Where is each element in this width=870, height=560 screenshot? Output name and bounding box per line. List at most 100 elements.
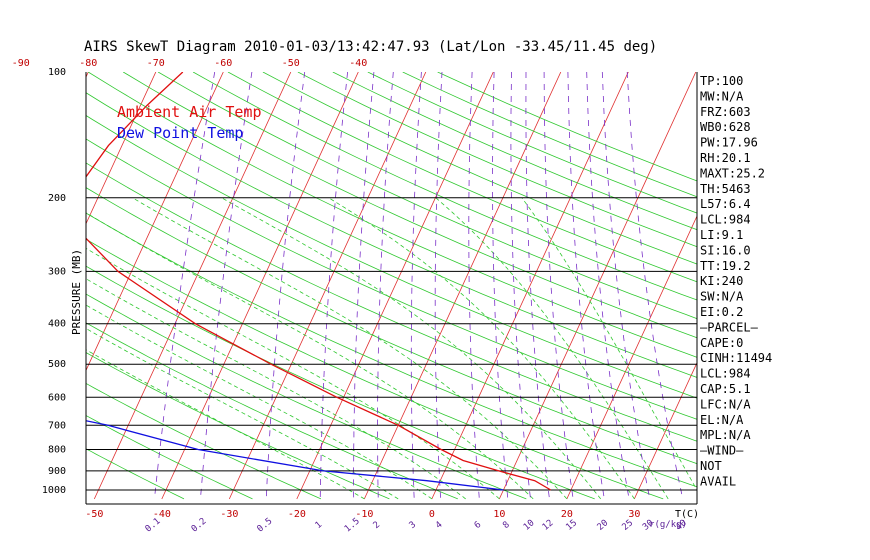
stability-index-item: EL:N/A bbox=[700, 413, 744, 427]
temperature-axis-label: T(C) bbox=[675, 509, 699, 520]
dry-adiabat-line bbox=[86, 138, 697, 420]
grid-layer bbox=[0, 72, 870, 500]
top-temp-tick-label: -90 bbox=[12, 58, 30, 69]
stability-index-item: EI:0.2 bbox=[700, 305, 743, 319]
pressure-tick-label: 500 bbox=[48, 359, 66, 370]
mixing-ratio-tick-label: 4 bbox=[434, 520, 445, 531]
mixing-ratio-axis-label: r(g/kg) bbox=[649, 520, 687, 530]
top-temp-tick-label: -40 bbox=[349, 58, 367, 69]
pressure-tick-label: 300 bbox=[48, 266, 66, 277]
mixing-ratio-line bbox=[543, 72, 574, 499]
bottom-temp-tick-label: 0 bbox=[429, 509, 435, 520]
mixing-ratio-tick-label: 0.2 bbox=[190, 516, 209, 534]
axes-layer: 1002003004005006007008009001000-120-110-… bbox=[12, 58, 699, 535]
stability-index-item: —WIND— bbox=[700, 444, 744, 458]
stability-index-item: NOT bbox=[700, 459, 722, 473]
dry-adiabat-line bbox=[86, 238, 664, 500]
stability-index-item: CAP:5.1 bbox=[700, 382, 751, 396]
dry-adiabat-line bbox=[86, 293, 527, 500]
ambient-air-temp-line bbox=[86, 72, 552, 491]
dry-adiabat-line bbox=[86, 212, 697, 488]
dry-adiabat-line bbox=[86, 265, 595, 500]
dry-adiabat-line bbox=[87, 72, 697, 358]
top-temp-tick-label: -70 bbox=[147, 58, 165, 69]
pressure-tick-label: 800 bbox=[48, 444, 66, 455]
isotherm-line bbox=[769, 72, 870, 499]
chart-title: AIRS SkewT Diagram 2010-01-03/13:42:47.9… bbox=[84, 39, 657, 55]
dry-adiabat-line bbox=[86, 162, 697, 442]
moist-adiabat-line bbox=[521, 197, 697, 492]
mixing-ratio-line bbox=[567, 72, 605, 499]
mixing-ratio-tick-label: 2 bbox=[372, 520, 383, 531]
mixing-ratio-tick-label: 20 bbox=[596, 518, 611, 533]
dry-adiabat-line bbox=[86, 415, 253, 500]
mixing-ratio-line bbox=[410, 72, 422, 499]
isotherm-line bbox=[0, 72, 21, 499]
stability-index-item: KI:240 bbox=[700, 274, 743, 288]
legend-ambient-air-temp: Ambient Air Temp bbox=[117, 103, 262, 121]
isotherm-line bbox=[161, 72, 359, 500]
stability-index-item: TH:5463 bbox=[700, 182, 751, 196]
stability-index-item: MPL:N/A bbox=[700, 428, 751, 442]
dew-point-temp-line bbox=[86, 420, 504, 491]
moist-adiabat-line bbox=[86, 278, 466, 500]
stability-index-item: SI:16.0 bbox=[700, 243, 751, 257]
stability-index-item: PW:17.96 bbox=[700, 136, 758, 150]
dry-adiabat-line bbox=[192, 72, 697, 301]
dry-adiabat-line bbox=[86, 115, 697, 399]
isotherm-line bbox=[633, 361, 697, 500]
bottom-temp-tick-label: -40 bbox=[153, 509, 171, 520]
isotherm-line bbox=[86, 72, 157, 225]
top-temp-tick-label: -60 bbox=[214, 58, 232, 69]
dry-adiabat-line bbox=[86, 322, 458, 500]
stability-index-item: SW:N/A bbox=[700, 290, 744, 304]
moist-adiabat-line bbox=[221, 197, 602, 500]
stability-index-item: LFC:N/A bbox=[700, 397, 751, 411]
stability-index-item: TT:19.2 bbox=[700, 259, 751, 273]
mixing-ratio-tick-label: 1 bbox=[314, 520, 325, 531]
mixing-ratio-line bbox=[626, 72, 684, 499]
dry-adiabat-line bbox=[86, 92, 697, 378]
dry-adiabat-line bbox=[297, 72, 697, 248]
mixing-ratio-tick-label: 6 bbox=[473, 520, 484, 531]
isotherm-line bbox=[228, 72, 427, 500]
stability-index-item: —PARCEL— bbox=[700, 320, 759, 334]
stability-index-item: RH:20.1 bbox=[700, 151, 751, 165]
dry-adiabat-line bbox=[227, 72, 697, 283]
mixing-ratio-tick-label: 3 bbox=[408, 520, 419, 531]
moist-adiabat-line bbox=[132, 197, 568, 500]
stability-index-item: LCL:984 bbox=[700, 367, 751, 381]
mixing-ratio-line bbox=[353, 72, 375, 499]
mixing-ratio-line bbox=[492, 72, 509, 499]
isotherm-line bbox=[498, 72, 697, 500]
mixing-ratio-line bbox=[601, 72, 651, 499]
stability-index-item: MW:N/A bbox=[700, 89, 744, 103]
y-axis-label: PRESSURE (MB) bbox=[70, 249, 83, 335]
mixing-ratio-tick-label: 0.5 bbox=[256, 516, 275, 534]
dry-adiabat-line bbox=[86, 382, 322, 500]
top-temp-tick-label: -80 bbox=[79, 58, 97, 69]
dry-adiabat-line bbox=[86, 448, 185, 500]
bottom-temp-tick-label: 30 bbox=[628, 509, 640, 520]
mixing-ratio-line bbox=[265, 72, 306, 499]
mixing-ratio-tick-label: 8 bbox=[501, 520, 512, 531]
mixing-ratio-line bbox=[377, 72, 394, 499]
stability-index-item: AVAIL bbox=[700, 474, 736, 488]
dry-adiabat-line bbox=[157, 72, 697, 320]
dry-adiabat-line bbox=[402, 72, 697, 198]
bottom-temp-tick-label: 20 bbox=[561, 509, 573, 520]
top-temp-tick-label: -50 bbox=[282, 58, 300, 69]
isotherm-line bbox=[93, 72, 292, 500]
mixing-ratio-tick-label: 10 bbox=[522, 518, 537, 533]
stability-index-item: FRZ:603 bbox=[700, 105, 751, 119]
stability-index-item: L57:6.4 bbox=[700, 197, 751, 211]
pressure-tick-label: 200 bbox=[48, 193, 66, 204]
stability-index-item: LI:9.1 bbox=[700, 228, 743, 242]
series-layer bbox=[86, 72, 552, 491]
bottom-temp-tick-label: 10 bbox=[493, 509, 505, 520]
mixing-ratio-line bbox=[319, 72, 348, 499]
pressure-tick-label: 900 bbox=[48, 466, 66, 477]
dry-adiabat-line bbox=[86, 187, 697, 465]
bottom-temp-tick-label: -50 bbox=[85, 509, 103, 520]
mixing-ratio-line bbox=[510, 72, 531, 499]
